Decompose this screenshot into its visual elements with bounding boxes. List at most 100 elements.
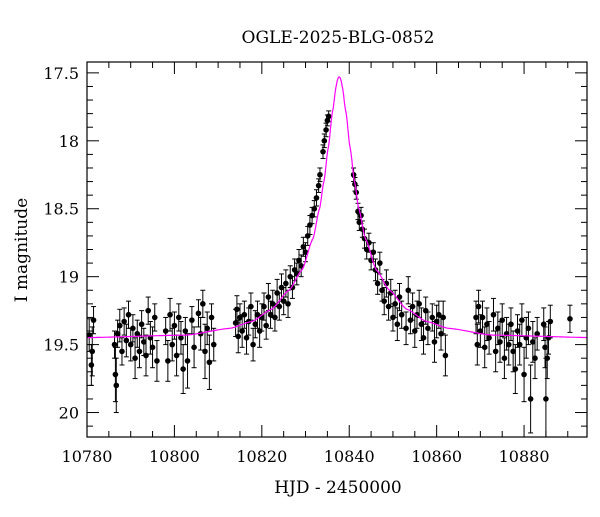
point-marker — [486, 335, 492, 341]
point-marker — [479, 314, 486, 321]
data-point — [396, 282, 403, 312]
data-point — [121, 307, 127, 336]
data-point — [250, 327, 256, 362]
x-tick-label: 10860 — [411, 447, 462, 466]
point-marker — [178, 335, 184, 341]
point-marker — [532, 355, 538, 361]
point-marker — [370, 249, 377, 256]
point-marker — [116, 322, 123, 329]
point-marker — [141, 339, 147, 345]
point-marker — [510, 348, 516, 355]
point-marker — [285, 301, 291, 307]
y-tick-label: 19.5 — [43, 336, 79, 355]
data-point — [267, 300, 274, 329]
data-point — [130, 314, 136, 343]
data-point — [195, 299, 202, 328]
tick-labels: 10780 10800 10820 10840 10860 10880 17.5 18 18.5… — [43, 64, 549, 466]
data-points — [87, 110, 587, 437]
point-marker — [320, 148, 326, 155]
point-marker — [431, 339, 438, 345]
point-marker — [280, 298, 287, 304]
point-marker — [111, 341, 118, 348]
data-point — [433, 304, 440, 339]
data-point — [543, 357, 549, 437]
data-point — [403, 311, 409, 346]
point-marker — [313, 195, 320, 201]
data-point — [113, 357, 120, 414]
point-marker — [495, 325, 501, 332]
point-marker — [261, 303, 267, 310]
point-marker — [206, 359, 213, 366]
point-marker — [492, 348, 499, 355]
point-marker — [151, 314, 158, 321]
point-marker — [418, 321, 425, 328]
data-point — [119, 337, 125, 366]
point-marker — [173, 352, 180, 359]
data-point — [381, 287, 388, 316]
point-marker — [499, 317, 506, 323]
point-marker — [114, 330, 121, 337]
data-point — [112, 346, 119, 403]
point-marker — [243, 335, 250, 341]
point-marker — [387, 290, 394, 296]
data-point — [519, 303, 525, 337]
point-marker — [403, 325, 409, 332]
point-marker — [321, 138, 328, 144]
data-point — [405, 276, 412, 305]
point-marker — [296, 257, 302, 264]
point-marker — [442, 352, 449, 359]
point-marker — [475, 303, 482, 310]
data-point — [492, 330, 499, 373]
data-point — [547, 304, 554, 339]
point-marker — [175, 314, 182, 321]
point-marker — [267, 311, 274, 318]
data-point — [200, 289, 206, 318]
point-marker — [396, 294, 403, 300]
point-marker — [374, 280, 381, 287]
point-marker — [315, 182, 322, 189]
point-marker — [112, 371, 119, 378]
point-marker — [283, 280, 289, 287]
point-marker — [208, 314, 215, 321]
point-marker — [398, 311, 405, 318]
point-marker — [234, 306, 240, 313]
data-point — [280, 287, 287, 316]
x-tick-label: 10780 — [62, 447, 113, 466]
point-marker — [377, 260, 383, 266]
point-marker — [149, 344, 156, 351]
point-marker — [182, 328, 189, 334]
point-marker — [543, 396, 549, 402]
point-marker — [497, 339, 503, 345]
data-point — [534, 316, 540, 351]
point-marker — [88, 362, 95, 368]
x-tick-label: 10880 — [499, 447, 550, 466]
data-point — [141, 327, 147, 356]
data-point — [530, 321, 536, 363]
y-tick-label: 17.5 — [43, 64, 79, 83]
point-marker — [113, 382, 120, 389]
point-marker — [477, 328, 484, 334]
point-marker — [130, 325, 136, 332]
point-marker — [394, 321, 401, 328]
data-point — [387, 278, 394, 308]
y-axis-label: I magnitude — [12, 198, 32, 302]
data-point — [490, 297, 497, 332]
point-marker — [392, 301, 398, 307]
point-marker — [325, 113, 332, 120]
data-point — [208, 303, 215, 332]
data-point — [320, 144, 326, 159]
data-point — [325, 110, 332, 123]
data-point — [210, 327, 217, 362]
data-point — [178, 321, 184, 355]
plot-frame — [86, 61, 588, 438]
data-point — [276, 292, 283, 321]
data-point — [206, 334, 213, 390]
point-marker — [420, 335, 427, 341]
point-marker — [311, 205, 318, 212]
point-marker — [132, 355, 138, 361]
data-point — [442, 334, 449, 377]
data-point — [567, 304, 573, 333]
point-marker — [544, 355, 551, 361]
data-point — [143, 334, 149, 377]
